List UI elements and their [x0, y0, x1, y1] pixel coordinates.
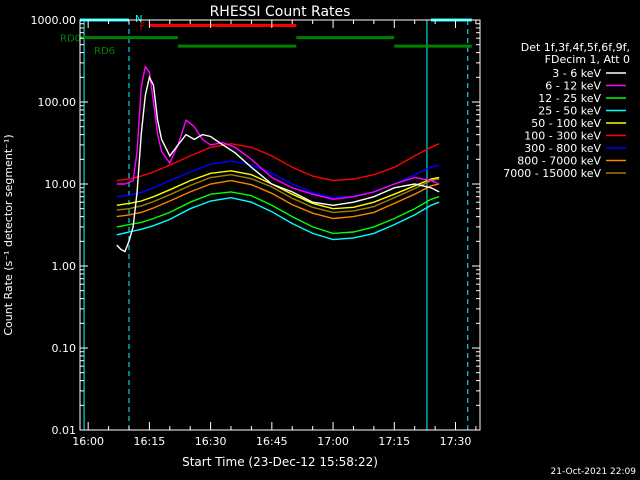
legend-label-6: 300 - 800 keV	[524, 142, 601, 155]
y-tick-label-3: 10.00	[45, 178, 77, 191]
legend-label-1: 6 - 12 keV	[545, 80, 601, 93]
y-tick-label-4: 100.00	[38, 96, 77, 109]
series-line-0	[116, 75, 440, 253]
series-line-5	[116, 142, 440, 182]
legend-label-3: 25 - 50 keV	[538, 105, 601, 118]
x-axis-label: Start Time (23-Dec-12 15:58:22)	[182, 455, 378, 469]
x-tick-label-3: 16:45	[256, 435, 288, 448]
plot-frame	[79, 19, 481, 431]
legend-label-0: 3 - 6 keV	[552, 67, 601, 80]
series-line-2	[116, 191, 440, 235]
legend-label-2: 12 - 25 keV	[538, 92, 601, 105]
legend-label-7: 800 - 7000 keV	[517, 155, 601, 168]
annotation-rd6: RD6	[94, 46, 115, 57]
x-tick-label-2: 16:30	[195, 435, 227, 448]
x-tick-label-5: 17:15	[378, 435, 410, 448]
annotation-f: F	[139, 21, 145, 32]
date-stamp: 21-Oct-2021 22:09	[550, 467, 636, 477]
legend-header-1: FDecim 1, Att 0	[545, 53, 630, 66]
series-line-3	[116, 196, 440, 241]
annotation-rd0: RD0	[60, 34, 81, 45]
x-tick-label-6: 17:30	[440, 435, 472, 448]
series-line-1	[116, 64, 440, 201]
y-tick-label-5: 1000.00	[31, 14, 77, 27]
y-tick-label-0: 0.01	[52, 424, 77, 437]
y-tick-label-1: 0.10	[52, 342, 77, 355]
x-tick-label-4: 17:00	[317, 435, 349, 448]
chart-title: RHESSI Count Rates	[210, 4, 351, 20]
y-tick-label-2: 1.00	[52, 260, 77, 273]
legend-header-0: Det 1f,3f,4f,5f,6f,9f,	[521, 41, 630, 54]
x-tick-label-0: 16:00	[72, 435, 104, 448]
series-line-8	[116, 173, 440, 214]
y-axis-label: Count Rate (s⁻¹ detector segment⁻¹)	[2, 134, 15, 335]
x-tick-label-1: 16:15	[134, 435, 166, 448]
legend-label-8: 7000 - 15000 keV	[503, 167, 601, 180]
legend-label-5: 100 - 300 keV	[524, 130, 601, 143]
series-line-7	[116, 179, 440, 220]
legend-label-4: 50 - 100 keV	[531, 117, 601, 130]
